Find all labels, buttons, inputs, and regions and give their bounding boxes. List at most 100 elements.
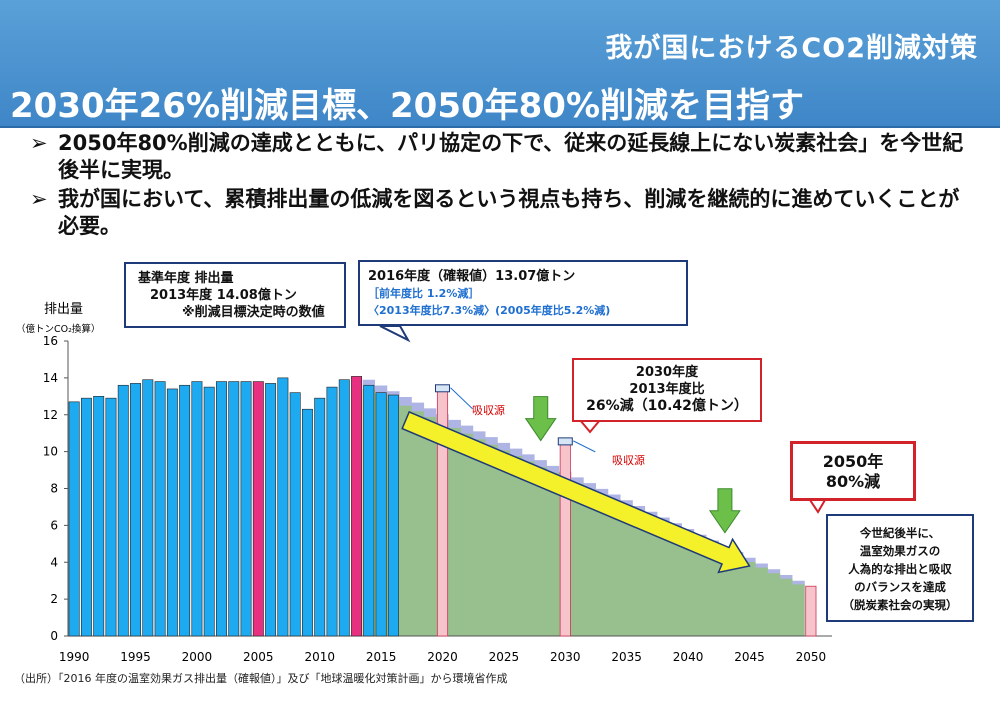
down-arrow-icon (524, 396, 557, 442)
fy2050-line-2: 80%減 (825, 472, 881, 491)
y-tick-label: 0 (50, 629, 58, 643)
bullet-text: 2050年80%削減の達成とともに、パリ協定の下で、従来の延長線上にない炭素社会… (58, 131, 964, 182)
century-line-4: のバランスを達成 (854, 580, 946, 594)
bar-2006 (265, 383, 277, 637)
y-tick-label: 2 (50, 592, 58, 606)
century-line-2: 温室効果ガスの (859, 544, 941, 558)
title-banner: 我が国におけるCO2削減対策 2030年26%削減目標、2050年80%削減を目… (0, 0, 1000, 128)
down-arrow-icon (708, 488, 741, 534)
fy2016-line-3: 〈2013年度比7.3%減〉(2005年度比5.2%減) (368, 304, 611, 317)
bar-2005 (252, 381, 264, 637)
base-year-line-1: 基準年度 排出量 (138, 271, 234, 286)
century-goal-callout: 今世紀後半に、 温室効果ガスの 人為的な排出と吸収 のバランスを達成 （脱炭素社… (826, 514, 974, 622)
fy2016-callout: 2016年度（確報値）13.07億トン ［前年度比 1.2%減］ 〈2013年度… (358, 260, 688, 326)
bar-2000 (191, 381, 203, 637)
bar-2004 (240, 381, 252, 637)
bar-1996 (142, 379, 154, 637)
x-tick-label: 2050 (796, 650, 827, 664)
base-year-callout: 基準年度 排出量 2013年度 14.08億トン ※削減目標決定時の数値 (124, 262, 346, 328)
bar-1993 (105, 397, 117, 637)
super-title: 我が国におけるCO2削減対策 (605, 33, 978, 64)
bullet-text: 我が国において、累積排出量の低減を図るという視点も持ち、削減を継続的に進めていく… (58, 187, 960, 238)
century-line-3: 人為的な排出と吸収 (848, 562, 952, 576)
bar-2003 (228, 381, 240, 637)
bars (68, 376, 817, 637)
bar-2013 (351, 376, 363, 637)
bar-1991 (80, 397, 92, 637)
bar-2002 (216, 381, 227, 637)
callout-tail (808, 499, 827, 514)
y-axis-unit: （億トンCO₂換算） (16, 323, 100, 335)
bullet-item: ➢ 我が国において、累積排出量の低減を図るという視点も持ち、削減を継続的に進めて… (30, 186, 970, 240)
x-tick-label: 2025 (489, 650, 520, 664)
fy2016-line-2: ［前年度比 1.2%減］ (368, 287, 480, 300)
bullet-list: ➢ 2050年80%削減の達成とともに、パリ協定の下で、従来の延長線上にない炭素… (30, 130, 970, 242)
target-bar-2030 (559, 443, 571, 637)
sink-mark (557, 437, 573, 446)
x-tick-label: 2045 (734, 650, 765, 664)
sink-label-2030: 吸収源 (612, 454, 645, 467)
y-tick-label: 6 (50, 518, 58, 532)
source-note: （出所）「2016 年度の温室効果ガス排出量（確報値）」及び「地球温暖化対策計画… (14, 672, 508, 685)
century-line-5: （脱炭素社会の実現） (842, 598, 958, 612)
bar-1995 (130, 383, 141, 637)
sink-pointer (573, 440, 596, 453)
bar-2011 (326, 386, 338, 637)
fy2030-line-2: 2013年度比 (629, 382, 705, 397)
bullet-item: ➢ 2050年80%削減の達成とともに、パリ協定の下で、従来の延長線上にない炭素… (30, 130, 970, 184)
arrow-bullet-icon: ➢ (30, 131, 48, 155)
callout-tail (379, 325, 411, 343)
fy2050-line-1: 2050年 (822, 452, 884, 471)
bar-2001 (203, 386, 215, 637)
y-tick-label: 8 (50, 482, 58, 496)
bar-2014 (363, 384, 375, 637)
target-bar-2050 (805, 585, 817, 637)
bar-2007 (277, 377, 289, 637)
fy2050-callout: 2050年 80%減 (790, 441, 916, 501)
y-tick-label: 12 (43, 408, 58, 422)
x-tick-label: 2035 (611, 650, 642, 664)
bar-1994 (117, 384, 129, 637)
base-year-line-2: 2013年度 14.08億トン (150, 288, 297, 303)
y-tick-label: 14 (43, 371, 58, 385)
x-tick-label: 2000 (182, 650, 213, 664)
overlays (379, 325, 827, 574)
bar-2015 (375, 392, 387, 637)
y-tick-label: 4 (50, 555, 58, 569)
sink-mark (435, 384, 450, 393)
fy2030-line-3: 26%減（10.42億トン） (586, 398, 748, 414)
base-year-line-3: ※削減目標決定時の数値 (182, 305, 325, 320)
x-tick-label: 2005 (243, 650, 274, 664)
main-title: 2030年26%削減目標、2050年80%削減を目指す (10, 86, 805, 126)
x-tick-label: 2010 (304, 650, 335, 664)
bar-2010 (314, 397, 326, 637)
fy2030-line-1: 2030年度 (635, 365, 699, 380)
x-tick-label: 1995 (120, 650, 151, 664)
bar-1997 (154, 381, 166, 637)
y-tick-label: 16 (43, 334, 58, 348)
arrow-bullet-icon: ➢ (30, 187, 48, 211)
y-tick-label: 10 (43, 445, 58, 459)
x-tick-label: 2020 (427, 650, 458, 664)
bar-1998 (166, 388, 178, 637)
fy2016-line-1: 2016年度（確報値）13.07億トン (368, 269, 576, 284)
y-axis-label: 排出量 (44, 302, 83, 317)
bar-2016 (387, 394, 399, 637)
x-tick-label: 2040 (673, 650, 704, 664)
bar-2012 (338, 379, 350, 637)
bar-1999 (179, 384, 191, 637)
emissions-chart: 排出量 （億トンCO₂換算） 0 2 4 6 8 10 12 14 16 1990 1995 2000… (16, 302, 832, 664)
trend-arrow (401, 411, 751, 574)
fy2030-callout: 2030年度 2013年度比 26%減（10.42億トン） (572, 358, 762, 422)
trend-arrow-shape (401, 411, 751, 574)
bar-2009 (301, 408, 313, 637)
bar-1990 (68, 401, 80, 637)
century-line-1: 今世紀後半に、 (859, 526, 941, 540)
bar-2008 (289, 392, 301, 637)
sink-pointer (450, 387, 473, 410)
x-tick-label: 1990 (59, 650, 90, 664)
x-tick-label: 2015 (366, 650, 397, 664)
x-tick-label: 2030 (550, 650, 581, 664)
sink-label-2020: 吸収源 (472, 404, 505, 417)
bar-1992 (93, 396, 105, 637)
